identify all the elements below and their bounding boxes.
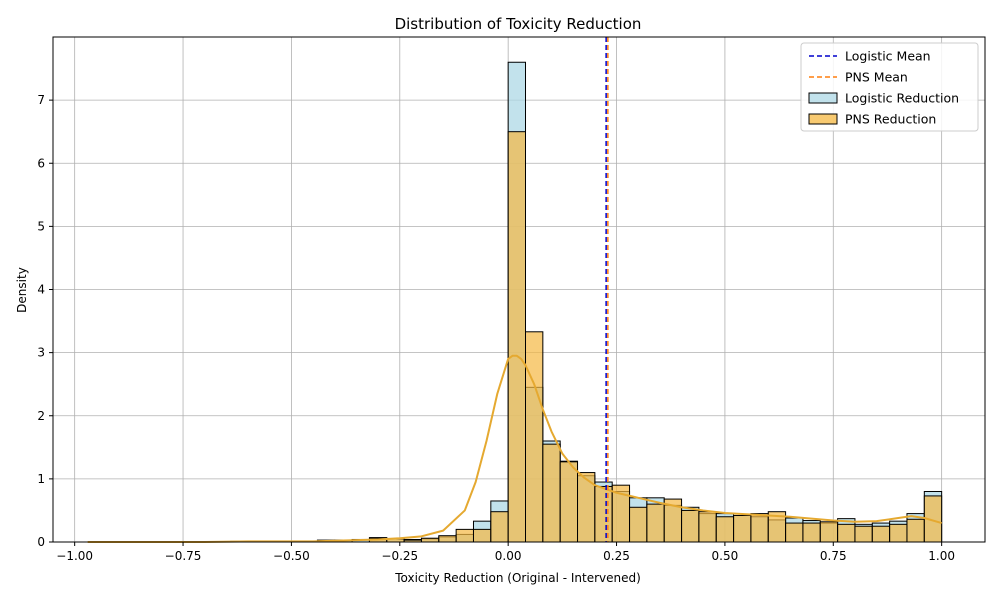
histogram-bar-pns [681,509,700,543]
histogram-bar-pns [871,525,891,543]
chart-title: Distribution of Toxicity Reduction [395,15,642,33]
histogram-bar-pns [525,331,544,543]
x-tick-label: −1.00 [56,549,93,563]
x-tick-label: 0.75 [820,549,847,563]
x-axis-label: Toxicity Reduction (Original - Intervene… [394,571,641,585]
x-tick-label: 1.00 [928,549,955,563]
histogram-bar-pns [698,511,717,543]
histogram-bar-pns [490,511,509,543]
histogram-bar-pns [906,518,925,543]
histogram-bar-pns [472,528,492,543]
x-tick-label: −0.75 [165,549,202,563]
histogram-bar-pns [715,516,735,543]
legend-label: PNS Reduction [845,112,936,127]
x-axis-ticks: −1.00 −0.75 −0.50 −0.25 0.00 0.25 0.50 0.75 1.00 [56,542,955,563]
legend-label: Logistic Mean [845,49,931,64]
histogram-bar-pns [733,514,752,543]
legend: Logistic Mean PNS Mean Logistic Reduction P… [800,42,979,132]
histogram-bar-pns [802,522,821,543]
y-tick-label: 1 [37,472,45,486]
y-axis-label: Density [15,267,29,313]
histogram-bar-pns [785,522,804,543]
y-tick-label: 4 [37,283,45,297]
y-tick-label: 5 [37,219,45,233]
y-tick-label: 0 [37,535,45,549]
legend-swatch-patch [808,92,838,104]
y-tick-label: 7 [37,93,45,107]
histogram-bar-pns [438,535,457,543]
x-tick-label: 0.50 [712,549,739,563]
histogram-bar-pns [750,513,769,543]
histogram-bar-pns [889,523,908,543]
histogram-bar-pns [629,506,648,543]
histogram-bar-pns [646,503,665,543]
y-tick-label: 2 [37,409,45,423]
y-tick-label: 6 [37,156,45,170]
histogram-bar-pns [594,485,613,543]
logistic-reduction-bars [316,61,943,543]
pns-reduction-bars [230,131,943,543]
y-axis-ticks: 0 1 2 3 4 5 6 7 [37,93,53,549]
kde-layer [87,354,942,543]
x-tick-label: 0.00 [495,549,522,563]
mean-lines [605,37,609,542]
kde-line-pns [87,354,942,543]
histogram-bar-pns [542,443,561,543]
x-tick-label: 0.25 [603,549,630,563]
histogram-bar-pns [420,537,440,543]
histogram-bar-pns [837,523,856,543]
histogram-bar-pns [455,528,474,543]
histogram-bar-pns [819,521,839,543]
histogram-bar-pns [507,131,527,543]
legend-label: Logistic Reduction [845,91,959,106]
legend-label: PNS Mean [845,70,908,85]
histogram-bar-pns [559,461,579,543]
histogram-bar-pns [854,525,873,543]
x-tick-label: −0.25 [381,549,418,563]
legend-swatch-patch [808,113,838,125]
x-tick-label: −0.50 [273,549,310,563]
legend-box [800,42,979,132]
y-tick-label: 3 [37,346,45,360]
